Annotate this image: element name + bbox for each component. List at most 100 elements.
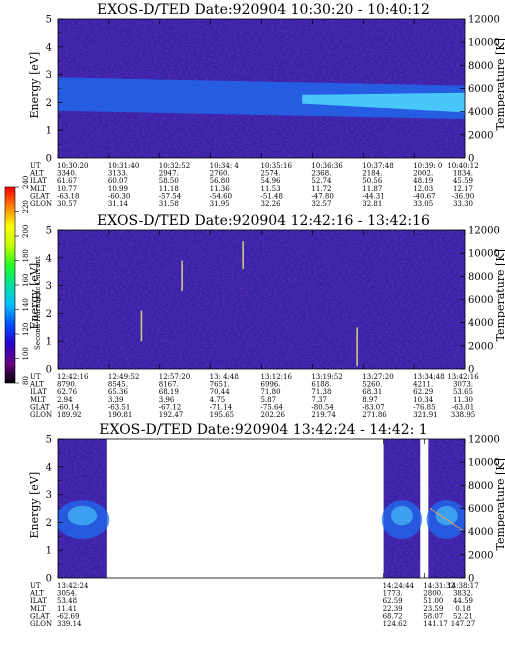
table-cell: 7651. — [210, 381, 230, 389]
table-cell: 62.29 — [413, 388, 433, 396]
chart-panel-2: EXOS-D/TED Date:920904 12:42:16 - 13:42:… — [28, 213, 505, 419]
colorbar: 80 100 120 140 160 180 200 220 240 Second Harmon… — [4, 176, 42, 385]
table-row-label: GLON — [30, 200, 52, 208]
table-cell: 12:42:16 — [57, 373, 89, 381]
y-axis-label: Energy [eV] — [28, 263, 41, 330]
table-cell: 3073. — [453, 381, 473, 389]
table-cell: 10:37:48 — [362, 162, 393, 170]
y-tick-label: 4 — [46, 253, 52, 264]
table-cell: -63.18 — [57, 192, 79, 200]
table-cell: 13: 4:48 — [210, 373, 239, 381]
y2-tick-label: 12000 — [468, 15, 500, 26]
table-cell: 61.67 — [57, 177, 77, 185]
y2-tick-label: 10000 — [468, 38, 500, 49]
table-cell: 2760. — [210, 170, 230, 178]
y-tick-label: 0 — [46, 365, 52, 376]
table-cell: 3054. — [57, 590, 77, 598]
y-tick-label: 5 — [46, 226, 52, 237]
table-cell: 70.44 — [210, 388, 231, 396]
table-cell: 190.81 — [108, 411, 133, 419]
y-tick-label: 3 — [46, 70, 52, 81]
table-cell: -83.07 — [362, 403, 384, 411]
table-cell: 7.37 — [311, 396, 327, 404]
table-cell: 189.92 — [57, 411, 82, 419]
table-cell: 53.48 — [57, 597, 77, 605]
y2-tick-label: 10000 — [468, 458, 500, 469]
table-cell: 65.36 — [108, 388, 129, 396]
plot-area — [58, 230, 465, 369]
table-cell: -75.64 — [261, 403, 284, 411]
table-cell: 338.95 — [451, 411, 476, 419]
table-cell: 56.80 — [210, 177, 230, 185]
y-tick-label: 1 — [46, 126, 52, 137]
table-cell: 2800. — [423, 590, 443, 598]
y2-tick-label: 8000 — [468, 272, 493, 283]
table-cell: 12.03 — [413, 185, 433, 193]
table-cell: 53.65 — [453, 388, 473, 396]
table-cell: 58.07 — [423, 612, 443, 620]
table-cell: 32.81 — [362, 200, 382, 208]
table-cell: -60.14 — [57, 403, 80, 411]
table-row-label: UT — [30, 582, 41, 590]
table-cell: 3133. — [108, 170, 128, 178]
table-row-label: ILAT — [30, 388, 47, 396]
table-cell: 1834. — [453, 170, 473, 178]
table-cell: -40.67 — [413, 192, 435, 200]
table-cell: 62.59 — [383, 597, 403, 605]
table-cell: -71.14 — [210, 403, 233, 411]
table-cell: 3340. — [57, 170, 77, 178]
colorbar-tick-label: 140 — [22, 298, 30, 311]
y-tick-label: 5 — [46, 15, 52, 26]
y-axis-label: Energy [eV] — [28, 52, 41, 119]
y-tick-label: 0 — [46, 154, 52, 165]
table-cell: 3832. — [453, 590, 473, 598]
table-row-label: ALT — [29, 590, 44, 598]
table-row-label: GLON — [30, 411, 52, 419]
table-cell: 10:40:12 — [447, 162, 478, 170]
colorbar-tick-label: 160 — [22, 274, 30, 287]
y-tick-label: 3 — [46, 281, 52, 292]
table-cell: 51.00 — [423, 597, 443, 605]
table-cell: 2574. — [261, 170, 281, 178]
table-row-label: UT — [30, 162, 41, 170]
table-cell: 71.80 — [261, 388, 281, 396]
table-cell: 58.50 — [159, 177, 179, 185]
table-cell: 11.36 — [210, 185, 231, 193]
table-cell: 3.96 — [159, 396, 175, 404]
table-cell: 10:32:52 — [159, 162, 190, 170]
table-row-label: GLAT — [30, 612, 50, 620]
y2-tick-label: 6000 — [468, 84, 493, 95]
y-tick-label: 4 — [46, 462, 52, 473]
table-cell: 10.99 — [108, 185, 128, 193]
chart-title: EXOS-D/TED Date:920904 10:30:20 - 10:40:… — [97, 2, 430, 18]
table-cell: 13:42:16 — [447, 373, 479, 381]
energy-band-core — [302, 92, 465, 113]
table-row-label: UT — [30, 373, 41, 381]
energy-band-core — [390, 505, 413, 526]
table-cell: 14:24:44 — [383, 582, 415, 590]
table-row-label: ILAT — [30, 177, 47, 185]
table-cell: 2947. — [159, 170, 179, 178]
table-cell: 13:42:24 — [57, 582, 89, 590]
table-cell: 45.59 — [453, 177, 473, 185]
colorbar-ticks: 80 100 120 140 160 180 200 220 240 — [15, 176, 30, 385]
table-cell: -80.54 — [311, 403, 334, 411]
table-cell: 12:57:20 — [159, 373, 190, 381]
table-cell: 10:34: 4 — [210, 162, 240, 170]
colorbar-tick-label: 100 — [22, 347, 30, 360]
table-row-label: MLT — [30, 396, 46, 404]
table-cell: 5260. — [362, 381, 382, 389]
table-cell: -44.31 — [362, 192, 384, 200]
table-cell: 2.94 — [57, 396, 73, 404]
table-cell: 124.62 — [383, 620, 408, 628]
table-cell: 68.19 — [159, 388, 179, 396]
table-cell: 13:34:48 — [413, 373, 444, 381]
table-cell: 192.47 — [159, 411, 184, 419]
table-cell: 321.91 — [413, 411, 438, 419]
colorbar-tick-label: 200 — [22, 225, 30, 238]
colorbar-tick-label: 240 — [22, 176, 30, 189]
table-cell: 147.27 — [451, 620, 476, 628]
colorbar-tick-label: 220 — [22, 200, 30, 213]
y2-tick-label: 10000 — [468, 249, 500, 260]
y2-tick-label: 4000 — [468, 107, 493, 118]
